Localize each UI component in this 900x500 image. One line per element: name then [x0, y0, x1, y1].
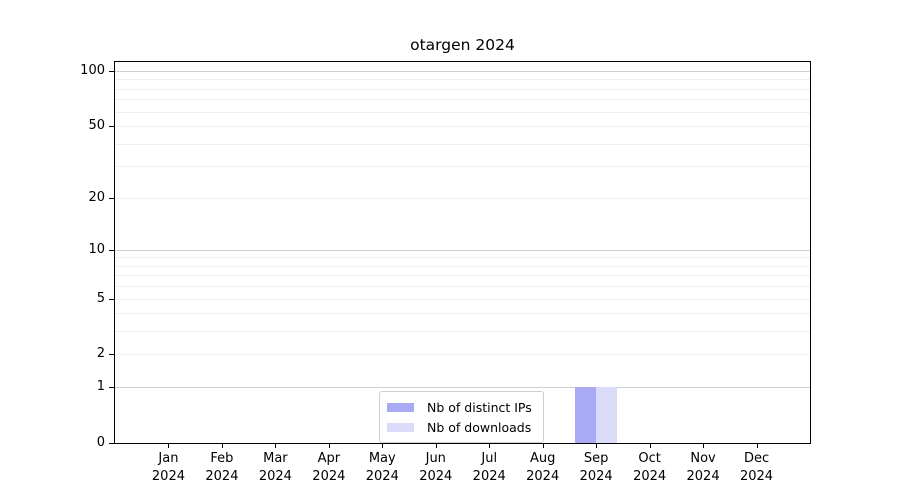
y-axis-tick-label: 100	[80, 63, 105, 79]
x-tick-year: 2024	[686, 469, 720, 484]
gridline-minor	[115, 197, 810, 199]
x-tick-month: Jul	[481, 451, 498, 466]
gridline-minor	[115, 88, 810, 90]
x-tick-year: 2024	[205, 469, 239, 484]
gridline-minor	[115, 79, 810, 81]
x-axis-tick-label: Apr 2024	[297, 450, 361, 486]
gridline-minor	[115, 331, 810, 333]
x-axis-tick-label: Dec 2024	[725, 450, 789, 486]
y-axis-tick-label: 2	[96, 346, 105, 362]
gridline-minor	[115, 143, 810, 145]
x-tick-year: 2024	[258, 469, 292, 484]
x-axis-tick	[275, 443, 277, 448]
x-tick-month: Jun	[425, 451, 446, 466]
x-tick-month: Oct	[638, 451, 661, 466]
x-axis-tick	[596, 443, 598, 448]
legend-label: Nb of distinct IPs	[427, 399, 532, 415]
x-axis-tick	[168, 443, 170, 448]
y-axis-tick-label: 1	[96, 379, 105, 395]
gridline-minor	[115, 286, 810, 288]
x-tick-month: Sep	[583, 451, 609, 466]
y-axis-tick	[109, 197, 114, 199]
gridline-minor	[115, 166, 810, 168]
gridline-minor	[115, 99, 810, 101]
legend-label: Nb of downloads	[427, 419, 532, 435]
x-axis-tick	[756, 443, 758, 448]
y-axis-tick-label: 50	[88, 118, 105, 134]
x-axis-tick-label: May 2024	[350, 450, 414, 486]
x-tick-year: 2024	[365, 469, 399, 484]
y-axis-tick	[109, 443, 114, 444]
plot-area: 0 1 2 5 10 20 50 100 Jan 2024 Feb 2024 Mar 2024 Apr 202…	[80, 61, 811, 484]
x-axis-tick	[703, 443, 705, 448]
x-tick-year: 2024	[419, 469, 453, 484]
x-axis-tick-label: Nov 2024	[671, 450, 735, 486]
legend-item: Nb of downloads	[387, 417, 532, 437]
x-axis-tick	[221, 443, 223, 448]
x-axis-tick-label: Aug 2024	[511, 450, 575, 486]
gridline-minor	[115, 275, 810, 277]
x-axis-tick-label: Feb 2024	[190, 450, 254, 486]
legend-swatch	[387, 402, 414, 412]
gridline-major	[115, 249, 810, 251]
x-axis-tick-label: Sep 2024	[564, 450, 628, 486]
x-axis-tick	[542, 443, 544, 448]
bar-nb-of-distinct-ips	[575, 387, 597, 443]
gridline-minor	[115, 265, 810, 267]
gridline-minor	[115, 257, 810, 259]
gridline-minor	[115, 126, 810, 128]
y-axis-tick	[109, 126, 114, 128]
x-tick-year: 2024	[633, 469, 667, 484]
x-tick-year: 2024	[472, 469, 506, 484]
x-tick-month: May	[368, 451, 396, 466]
x-axis-tick	[382, 443, 384, 448]
x-axis-tick-label: Jul 2024	[457, 450, 521, 486]
x-tick-month: Jan	[158, 451, 179, 466]
y-axis-tick	[109, 387, 114, 389]
x-tick-year: 2024	[739, 469, 774, 484]
x-axis-tick	[435, 443, 437, 448]
gridline-minor	[115, 354, 810, 356]
x-tick-year: 2024	[526, 469, 560, 484]
x-axis-tick	[328, 443, 330, 448]
x-axis-tick-label: Oct 2024	[618, 450, 682, 486]
x-axis-tick-label: Jun 2024	[404, 450, 468, 486]
chart-title: otargen 2024	[410, 36, 515, 54]
x-axis-tick-label: Mar 2024	[243, 450, 307, 486]
gridline-minor	[115, 313, 810, 315]
x-tick-month: Aug	[529, 451, 556, 466]
legend-item: Nb of distinct IPs	[387, 397, 532, 417]
y-axis-tick-label: 5	[96, 290, 105, 306]
legend-swatch	[387, 422, 414, 432]
x-axis-tick	[489, 443, 491, 448]
x-tick-year: 2024	[579, 469, 613, 484]
x-axis-tick	[649, 443, 651, 448]
gridline-major	[115, 71, 810, 73]
x-tick-month: Dec	[743, 451, 770, 466]
x-tick-year: 2024	[312, 469, 346, 484]
x-tick-month: Feb	[210, 451, 234, 466]
x-tick-year: 2024	[151, 469, 185, 484]
y-axis-tick	[109, 354, 114, 356]
y-axis-tick	[109, 298, 114, 300]
y-axis-tick	[109, 249, 114, 251]
y-axis-tick-label: 20	[88, 189, 105, 205]
gridline-minor	[115, 298, 810, 300]
legend: Nb of distinct IPs Nb of downloads	[379, 391, 544, 443]
y-axis-tick-label: 0	[96, 435, 105, 450]
gridline-major	[115, 387, 810, 389]
y-axis-tick-label: 10	[88, 241, 105, 257]
x-tick-month: Mar	[263, 451, 288, 466]
x-tick-month: Apr	[317, 451, 341, 466]
bar-nb-of-downloads	[596, 387, 618, 443]
x-tick-month: Nov	[690, 451, 716, 466]
y-axis-tick	[109, 71, 114, 73]
x-axis-tick-label: Jan 2024	[136, 450, 200, 486]
gridline-minor	[115, 111, 810, 113]
